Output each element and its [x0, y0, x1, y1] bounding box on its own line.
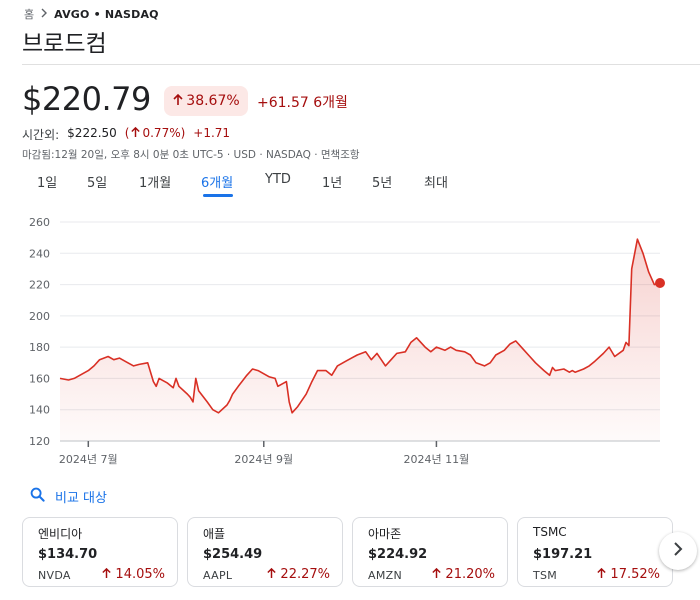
abs-change-value: +61.57 — [257, 95, 309, 111]
compare-label: 비교 대상 — [55, 491, 107, 506]
breadcrumb-home[interactable]: 홈 — [24, 8, 35, 21]
tab-1m[interactable]: 1개월 — [139, 176, 172, 191]
card-symbol: TSM — [533, 569, 558, 582]
arrow-up-icon — [131, 126, 141, 138]
arrow-up-icon — [102, 567, 112, 579]
market-status-footnote: 마감됨:12월 20일, 오후 8시 0분 0초 UTC-5 · USD · N… — [22, 149, 360, 161]
x-tick-label: 2024년 9월 — [234, 453, 293, 466]
chevron-right-icon — [40, 8, 48, 21]
page-title: 브로드컴 — [22, 31, 107, 57]
price-line — [59, 238, 661, 414]
card-symbol: AMZN — [368, 569, 402, 582]
arrow-up-icon — [172, 93, 186, 109]
x-axis-ticks: 2024년 7월 2024년 9월 2024년 11월 — [59, 441, 469, 466]
tab-ytd[interactable]: YTD — [265, 172, 291, 187]
y-axis-labels: 260 240 220 200 180 160 140 120 — [29, 216, 50, 448]
tab-1d[interactable]: 1일 — [37, 176, 58, 191]
card-name: 애플 — [203, 527, 226, 541]
y-tick-label: 140 — [29, 404, 50, 417]
compare-card-amzn[interactable]: 아마존 $224.92 AMZN 21.20% — [352, 517, 508, 587]
compare-link[interactable]: 비교 대상 — [30, 487, 107, 506]
after-hours-price: $222.50 — [67, 126, 117, 140]
y-tick-label: 260 — [29, 216, 50, 229]
tab-max[interactable]: 최대 — [424, 176, 448, 191]
card-price: $197.21 — [533, 547, 593, 562]
current-price: $220.79 — [22, 80, 151, 118]
next-cards-button[interactable] — [659, 532, 697, 570]
change-period: 6개월 — [313, 95, 348, 111]
y-tick-label: 180 — [29, 341, 50, 354]
after-hours-change: +1.71 — [193, 126, 231, 140]
y-tick-label: 240 — [29, 247, 50, 260]
x-tick-label: 2024년 11월 — [404, 453, 470, 466]
active-tab-indicator — [203, 194, 233, 197]
after-hours-pct: (0.77%) — [125, 126, 186, 143]
y-tick-label: 200 — [29, 310, 50, 323]
pct-change-value: 38.67% — [186, 93, 240, 109]
card-pct-value: 14.05% — [115, 567, 165, 582]
after-hours-pct-open: ( — [124, 126, 130, 140]
tab-6m[interactable]: 6개월 — [201, 176, 234, 191]
card-pct-change: 14.05% — [101, 567, 165, 582]
card-pct-value: 22.27% — [280, 567, 330, 582]
compare-card-aapl[interactable]: 애플 $254.49 AAPL 22.27% — [187, 517, 343, 587]
card-symbol: AAPL — [203, 569, 233, 582]
arrow-up-icon — [432, 567, 442, 579]
price-chart[interactable]: 260 240 220 200 180 160 140 120 2024년 7월 2024년 9… — [0, 205, 700, 475]
card-price: $134.70 — [38, 547, 98, 562]
breadcrumb: 홈 AVGO • NASDAQ — [24, 6, 159, 22]
tab-5y[interactable]: 5년 — [372, 176, 393, 191]
abs-change: +61.57 6개월 — [257, 92, 348, 112]
after-hours-label: 시간외: — [22, 128, 60, 142]
compare-card-tsm[interactable]: TSMC $197.21 TSM 17.52% — [517, 517, 673, 587]
pct-change-badge: 38.67% — [164, 86, 248, 116]
after-hours-pct-close: ) — [180, 126, 186, 140]
tab-5d[interactable]: 5일 — [87, 176, 108, 191]
after-hours-pct-value: 0.77% — [142, 126, 181, 140]
divider — [22, 64, 700, 65]
compare-card-nvda[interactable]: 엔비디아 $134.70 NVDA 14.05% — [22, 517, 178, 587]
arrow-up-icon — [597, 567, 607, 579]
card-name: TSMC — [533, 525, 567, 539]
y-tick-label: 160 — [29, 372, 50, 385]
price-area-fill — [60, 239, 660, 441]
search-icon — [30, 487, 45, 506]
tab-1y[interactable]: 1년 — [322, 176, 343, 191]
arrow-up-icon — [267, 567, 277, 579]
breadcrumb-ticker: AVGO • NASDAQ — [54, 7, 159, 21]
card-pct-change: 22.27% — [266, 567, 330, 582]
card-price: $224.92 — [368, 547, 428, 562]
card-name: 엔비디아 — [38, 527, 83, 541]
card-symbol: NVDA — [38, 569, 71, 582]
chevron-right-icon — [672, 541, 684, 561]
card-name: 아마존 — [368, 527, 402, 541]
x-tick-label: 2024년 7월 — [59, 453, 118, 466]
comparison-cards: 엔비디아 $134.70 NVDA 14.05% 애플 $254.49 AAPL… — [22, 517, 700, 589]
y-tick-label: 120 — [29, 435, 50, 448]
y-tick-label: 220 — [29, 279, 50, 292]
card-pct-value: 21.20% — [445, 567, 495, 582]
card-pct-change: 17.52% — [596, 567, 660, 582]
last-price-dot — [655, 278, 665, 289]
card-pct-change: 21.20% — [431, 567, 495, 582]
card-price: $254.49 — [203, 547, 263, 562]
after-hours-row: 시간외: $222.50 (0.77%) +1.71 — [22, 126, 230, 143]
card-pct-value: 17.52% — [610, 567, 660, 582]
